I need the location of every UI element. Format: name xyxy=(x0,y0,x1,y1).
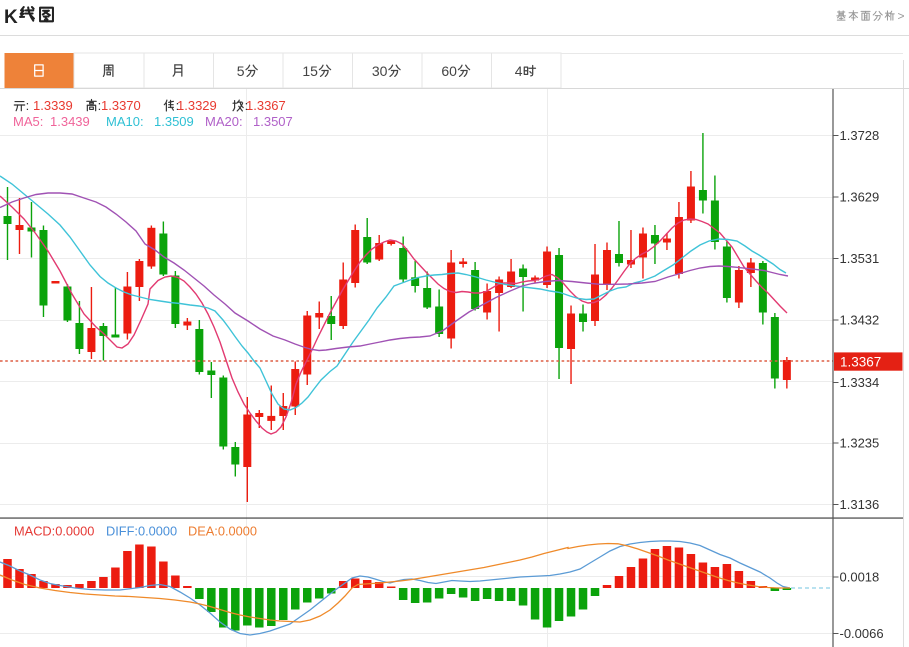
svg-text:-0.0066: -0.0066 xyxy=(840,626,884,641)
svg-text::: : xyxy=(98,98,102,113)
svg-text:DIFF:0.0000: DIFF:0.0000 xyxy=(106,524,177,539)
svg-text:1.3531: 1.3531 xyxy=(840,251,880,266)
svg-text:1.3367: 1.3367 xyxy=(840,355,881,370)
svg-text:1.3329: 1.3329 xyxy=(177,98,217,113)
svg-text:4: 4 xyxy=(515,63,523,79)
svg-text:15: 15 xyxy=(302,63,318,79)
svg-text:MACD:0.0000: MACD:0.0000 xyxy=(14,524,94,539)
svg-text:1.3629: 1.3629 xyxy=(840,190,880,205)
svg-text:60: 60 xyxy=(441,63,457,79)
svg-text::: : xyxy=(26,98,30,113)
svg-text:1.3334: 1.3334 xyxy=(840,375,880,390)
svg-text:MA5: 1.3439: MA5: 1.3439 xyxy=(13,114,90,129)
svg-text:1.3136: 1.3136 xyxy=(840,497,880,512)
svg-text:1.3339: 1.3339 xyxy=(33,98,73,113)
svg-text:1.3370: 1.3370 xyxy=(101,98,141,113)
svg-text:DEA:0.0000: DEA:0.0000 xyxy=(188,524,257,539)
svg-text:MA10: 1.3509: MA10: 1.3509 xyxy=(106,114,194,129)
svg-text:1.3367: 1.3367 xyxy=(246,98,286,113)
svg-text:1.3235: 1.3235 xyxy=(840,436,880,451)
svg-text::: : xyxy=(176,98,180,113)
svg-text:MA20: 1.3507: MA20: 1.3507 xyxy=(205,114,293,129)
svg-text:>: > xyxy=(898,9,905,23)
svg-text:1.3728: 1.3728 xyxy=(840,128,880,143)
svg-text:K: K xyxy=(4,7,18,28)
svg-text::: : xyxy=(245,98,249,113)
svg-text:5: 5 xyxy=(237,63,245,79)
svg-text:30: 30 xyxy=(372,63,388,79)
svg-text:0.0018: 0.0018 xyxy=(840,570,880,585)
svg-text:1.3432: 1.3432 xyxy=(840,313,880,328)
